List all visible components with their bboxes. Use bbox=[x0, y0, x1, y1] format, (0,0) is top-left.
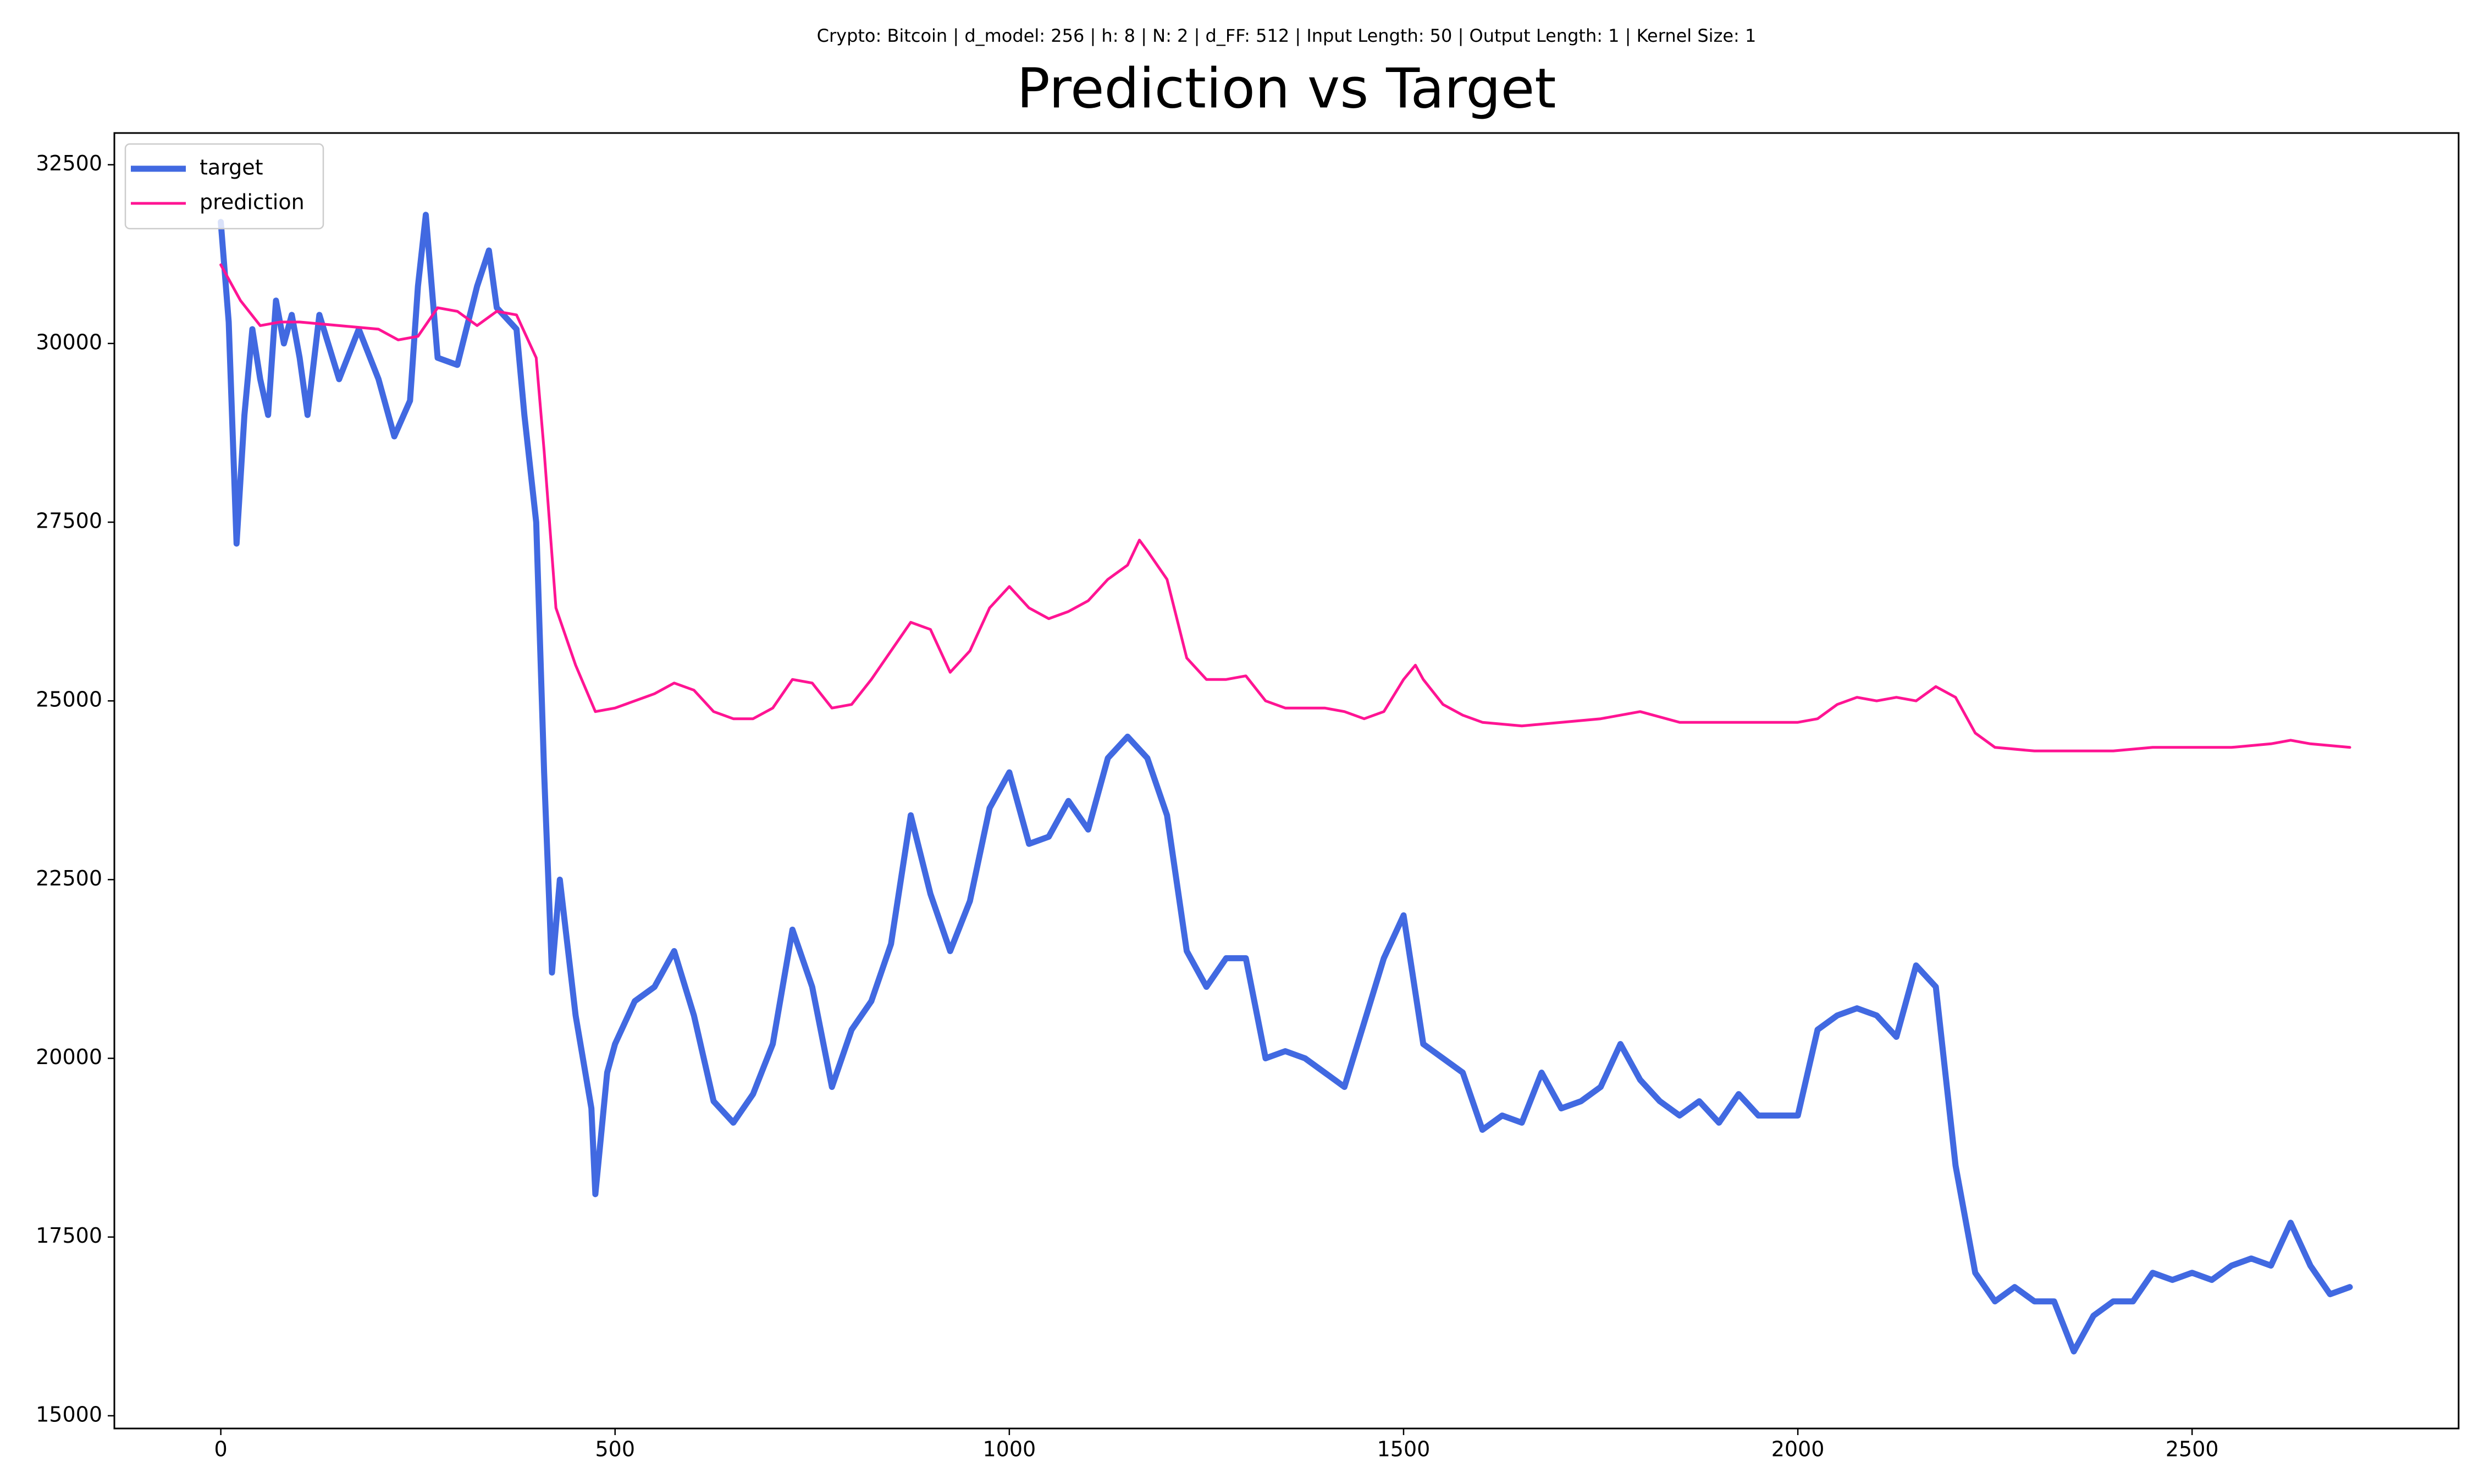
x-tick-label: 1500 bbox=[1377, 1437, 1431, 1461]
chart-subtitle: Crypto: Bitcoin | d_model: 256 | h: 8 | … bbox=[817, 25, 1757, 46]
legend: target prediction bbox=[124, 143, 324, 230]
x-tick-label: 2500 bbox=[2166, 1437, 2219, 1461]
legend-label: target bbox=[200, 156, 263, 180]
y-tick-label: 27500 bbox=[36, 509, 102, 533]
y-tick-label: 17500 bbox=[36, 1223, 102, 1248]
x-tick-label: 500 bbox=[595, 1437, 635, 1461]
y-tick-label: 20000 bbox=[36, 1045, 102, 1069]
data-line bbox=[219, 263, 2351, 752]
legend-box bbox=[124, 143, 324, 230]
y-tick-label: 32500 bbox=[36, 151, 102, 175]
x-tick-label: 2000 bbox=[1771, 1437, 1825, 1461]
x-tick-label: 1000 bbox=[983, 1437, 1036, 1461]
y-tick-label: 15000 bbox=[36, 1402, 102, 1426]
plot-frame bbox=[113, 132, 2460, 1430]
x-tick-label: 0 bbox=[214, 1437, 228, 1461]
y-tick-label: 25000 bbox=[36, 688, 102, 712]
legend-label: prediction bbox=[200, 190, 305, 214]
data-line bbox=[218, 212, 2353, 1355]
chart-title: Prediction vs Target bbox=[1017, 56, 1556, 120]
y-tick-label: 30000 bbox=[36, 330, 102, 354]
y-tick-label: 22500 bbox=[36, 866, 102, 890]
